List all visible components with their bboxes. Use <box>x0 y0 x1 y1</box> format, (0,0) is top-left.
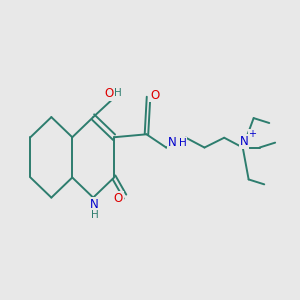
Text: O: O <box>114 192 123 205</box>
Text: N: N <box>90 198 99 211</box>
Text: +: + <box>248 129 256 139</box>
Text: N: N <box>240 135 248 148</box>
Text: N: N <box>168 136 177 149</box>
Text: H: H <box>91 210 98 220</box>
Text: O: O <box>104 87 113 100</box>
Text: O: O <box>150 88 160 101</box>
Text: H: H <box>114 88 122 98</box>
Text: H: H <box>179 138 187 148</box>
